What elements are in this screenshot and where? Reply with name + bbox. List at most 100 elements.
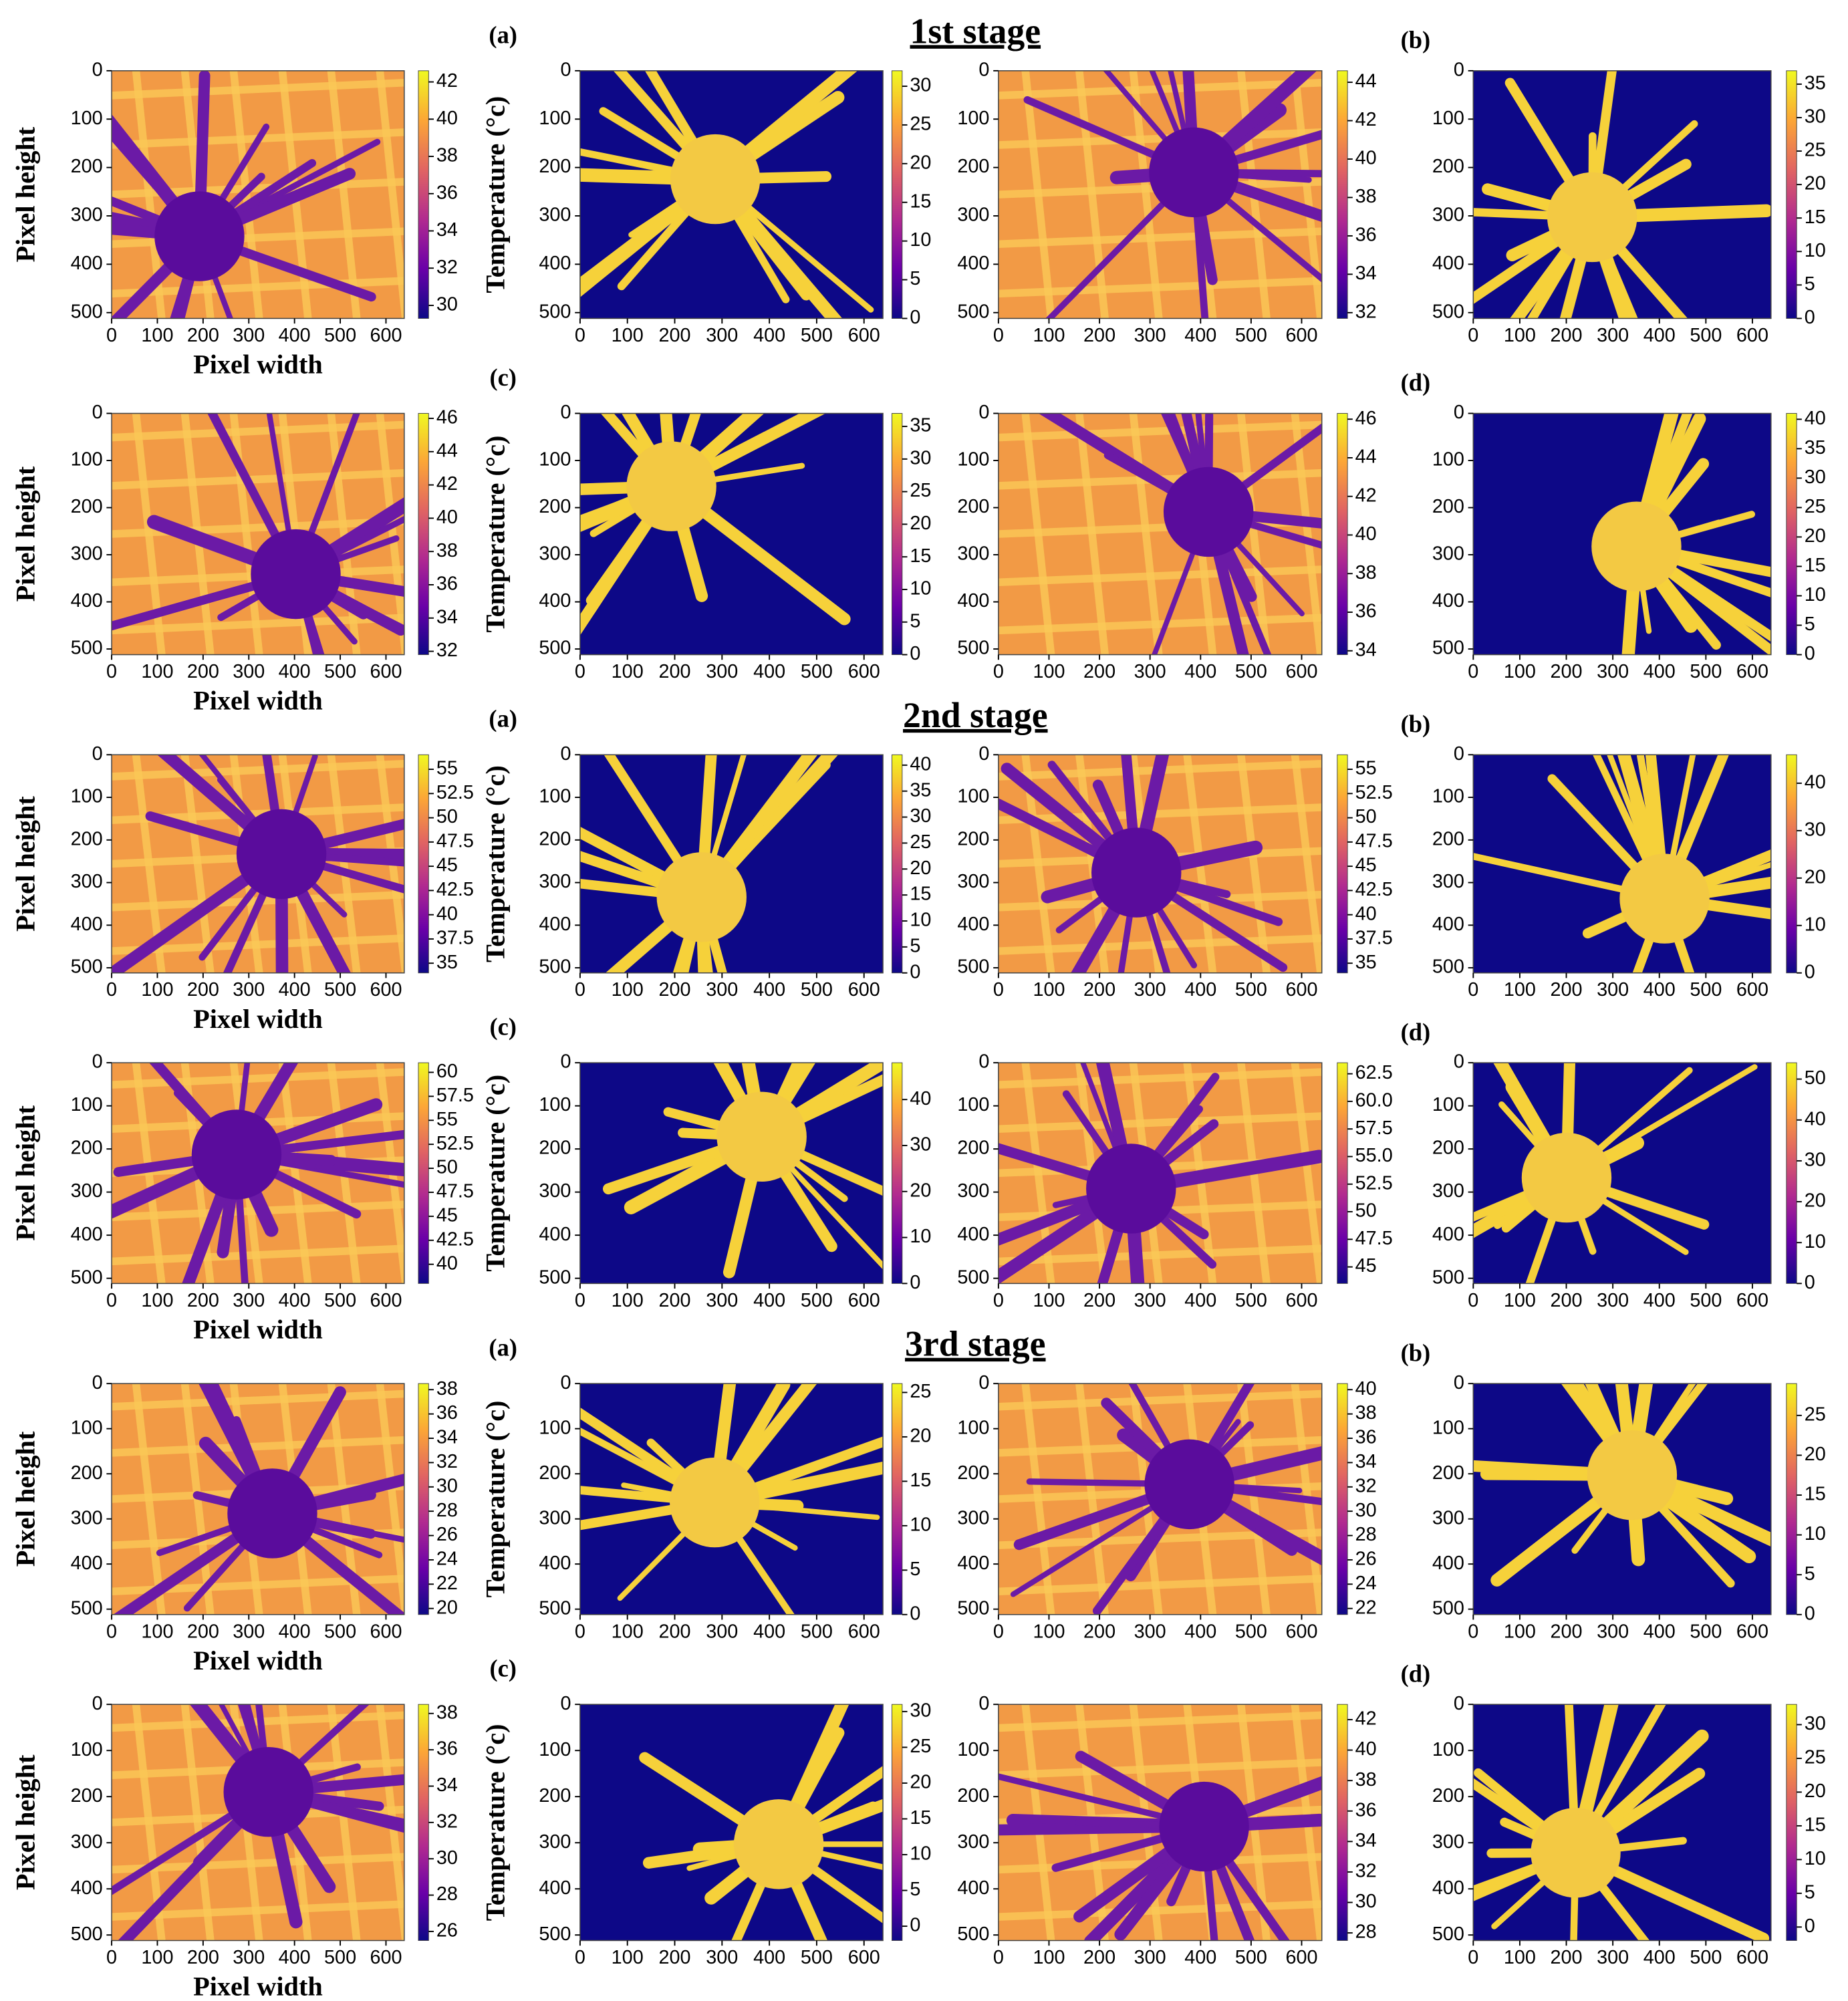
x-tick-label: 500 bbox=[1690, 1947, 1722, 1968]
panel-label: (a) bbox=[489, 705, 517, 732]
colorbar-tick-label: 0 bbox=[1805, 1603, 1815, 1624]
colorbar-tick-label: 38 bbox=[436, 145, 458, 166]
y-tick-label: 0 bbox=[1454, 1051, 1464, 1073]
colorbar-tick-label: 42 bbox=[436, 70, 458, 92]
x-tick-label: 300 bbox=[1597, 979, 1629, 1000]
y-tick-label: 500 bbox=[957, 1923, 989, 1945]
y-tick-label: 100 bbox=[71, 449, 103, 471]
mesh-line bbox=[112, 1068, 404, 1089]
x-tick-label: 600 bbox=[370, 1290, 402, 1311]
y-tick-label: 0 bbox=[1454, 59, 1464, 80]
colorbar-tick-label: 15 bbox=[1805, 1815, 1826, 1836]
colorbar-label: Temperature (°c) bbox=[480, 96, 510, 293]
colorbar bbox=[1786, 1062, 1797, 1284]
y-tick-label: 300 bbox=[1432, 543, 1464, 565]
y-tick-label: 200 bbox=[957, 156, 989, 177]
colorbar-tick-label: 42 bbox=[436, 473, 458, 495]
colorbar bbox=[1337, 413, 1348, 656]
colorbar-tick-label: 30 bbox=[436, 1475, 458, 1496]
colorbar-tick-label: 10 bbox=[910, 1226, 931, 1247]
colorbar-tick-label: 35 bbox=[1805, 437, 1826, 458]
x-tick-label: 200 bbox=[1551, 661, 1583, 682]
x-tick-label: 0 bbox=[1468, 1290, 1478, 1311]
x-tick-label: 500 bbox=[801, 661, 833, 682]
x-tick-label: 300 bbox=[706, 1290, 738, 1311]
y-tick-label: 200 bbox=[71, 496, 103, 517]
plant-center bbox=[223, 1747, 313, 1837]
colorbar-tick-label: 0 bbox=[1805, 1915, 1815, 1937]
mesh-line bbox=[112, 277, 404, 298]
colorbar-tick-label: 36 bbox=[1355, 1799, 1377, 1821]
colorbar-tick-label: 50 bbox=[1355, 1200, 1377, 1222]
thermal-image bbox=[998, 755, 1322, 973]
y-tick-label: 500 bbox=[539, 1923, 571, 1945]
colorbar-tick-label: 22 bbox=[1355, 1597, 1377, 1618]
y-axis-label: Pixel height bbox=[10, 126, 40, 262]
panel: 0 100 200 300 400 500 600 0 100 200 300 400 500 4042.… bbox=[10, 1051, 510, 1345]
x-tick-label: 600 bbox=[848, 325, 880, 346]
y-tick-label: 300 bbox=[539, 1507, 571, 1528]
axes-frame bbox=[579, 754, 884, 974]
y-tick-label: 400 bbox=[539, 1877, 571, 1899]
colorbar bbox=[892, 1062, 903, 1284]
thermal-image bbox=[998, 1063, 1322, 1284]
x-tick-label: 500 bbox=[1690, 661, 1722, 682]
stage-title: 3rd stage bbox=[905, 1324, 1046, 1364]
x-tick-label: 100 bbox=[1033, 1621, 1065, 1642]
colorbar-tick-label: 45 bbox=[1355, 855, 1377, 876]
x-tick-label: 200 bbox=[1551, 1290, 1583, 1311]
colorbar-tick-label: 10 bbox=[1805, 584, 1826, 606]
x-tick-label: 600 bbox=[370, 979, 402, 1000]
mesh-line bbox=[1129, 413, 1163, 655]
colorbar-tick-label: 10 bbox=[1805, 1523, 1826, 1545]
colorbar-tick-label: 40 bbox=[436, 108, 458, 129]
x-tick-label: 400 bbox=[753, 1290, 785, 1311]
colorbar-tick-label: 30 bbox=[1805, 1150, 1826, 1171]
colorbar-tick-label: 30 bbox=[910, 1700, 931, 1722]
mesh-line bbox=[327, 413, 361, 655]
y-tick-label: 300 bbox=[71, 1831, 103, 1853]
thermal-image bbox=[579, 755, 884, 973]
y-tick-label: 400 bbox=[1432, 1224, 1464, 1245]
x-tick-label: 400 bbox=[1643, 325, 1676, 346]
x-axis-label: Pixel width bbox=[193, 1315, 323, 1345]
axes-frame bbox=[111, 70, 405, 319]
mesh-line bbox=[112, 1436, 404, 1457]
x-tick-label: 500 bbox=[324, 979, 356, 1000]
x-tick-label: 400 bbox=[279, 979, 311, 1000]
mesh-line bbox=[998, 1112, 1322, 1133]
colorbar-tick-label: 24 bbox=[436, 1549, 458, 1570]
x-tick-label: 200 bbox=[658, 1621, 690, 1642]
mesh-line bbox=[327, 70, 361, 319]
colorbar-tick-label: 38 bbox=[1355, 1402, 1377, 1424]
y-tick-label: 300 bbox=[539, 1831, 571, 1853]
x-tick-label: 500 bbox=[801, 979, 833, 1000]
colorbar-tick-label: 40 bbox=[1355, 903, 1377, 924]
plant-center bbox=[1547, 172, 1637, 263]
thermal-image bbox=[998, 1383, 1322, 1615]
x-tick-label: 100 bbox=[1033, 661, 1065, 682]
y-tick-label: 0 bbox=[92, 59, 103, 80]
x-tick-label: 0 bbox=[993, 325, 1004, 346]
x-tick-label: 100 bbox=[1504, 1947, 1536, 1968]
colorbar bbox=[418, 70, 429, 319]
x-tick-label: 400 bbox=[1184, 325, 1216, 346]
y-tick-label: 0 bbox=[978, 1372, 989, 1393]
colorbar-tick-label: 10 bbox=[1805, 240, 1826, 261]
y-tick-label: 200 bbox=[957, 1462, 989, 1484]
colorbar-tick-label: 28 bbox=[1355, 1921, 1377, 1943]
x-tick-label: 200 bbox=[1551, 1947, 1583, 1968]
x-tick-label: 400 bbox=[1643, 661, 1676, 682]
mesh-line bbox=[112, 1853, 404, 1874]
colorbar-tick-label: 30 bbox=[1805, 466, 1826, 488]
x-tick-label: 500 bbox=[1235, 1947, 1267, 1968]
colorbar-tick-label: 47.5 bbox=[1355, 1228, 1393, 1249]
colorbar-tick-label: 32 bbox=[436, 1451, 458, 1472]
thermal-image bbox=[112, 70, 404, 319]
x-tick-label: 100 bbox=[1033, 979, 1065, 1000]
colorbar-tick-label: 15 bbox=[910, 545, 931, 567]
y-tick-label: 500 bbox=[71, 1597, 103, 1619]
axes-frame bbox=[1472, 412, 1772, 656]
mesh-line bbox=[998, 277, 1322, 298]
